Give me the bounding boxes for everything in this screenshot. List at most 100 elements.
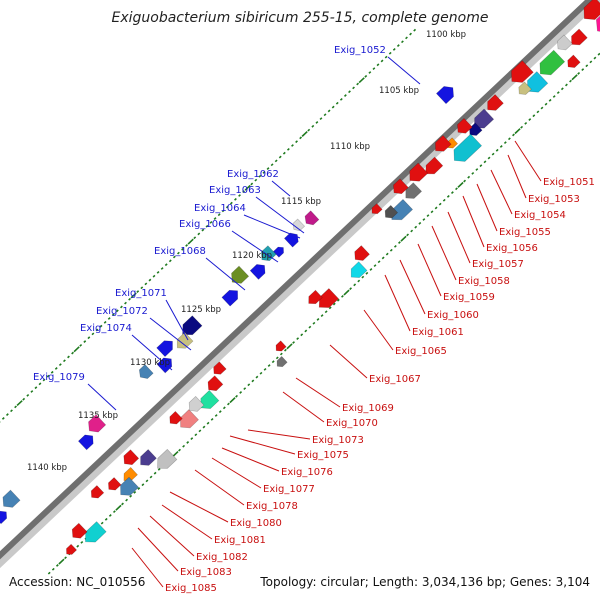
tick-mark [450,191,454,194]
gene-label-plus[interactable]: Exig_1052 [334,45,386,56]
gene-label-minus[interactable]: Exig_1073 [312,435,364,446]
gene-label-plus[interactable]: Exig_1072 [96,306,148,317]
gene-arrow [350,261,368,278]
leader-line [431,225,457,281]
gene-label-minus[interactable]: Exig_1081 [214,535,266,546]
tick-mark [365,271,369,275]
tick-mark [571,74,578,81]
tick-mark [255,375,259,379]
gene-label-minus[interactable]: Exig_1085 [165,583,217,594]
gene-arrow [140,449,157,466]
gene-label-minus[interactable]: Exig_1055 [499,227,551,238]
tick-mark [79,343,83,347]
tick-mark [349,287,353,291]
tick-mark [172,450,179,457]
tick-mark [193,236,197,240]
tick-mark [301,131,308,137]
tick-mark [409,32,412,36]
tick-mark [332,302,336,306]
gene-label-minus[interactable]: Exig_1065 [395,346,447,357]
tick-mark [160,267,164,270]
tick-mark [187,238,194,245]
gene-label-plus[interactable]: Exig_1064 [194,203,246,214]
tick-mark [22,397,26,401]
gene-label-plus[interactable]: Exig_1068 [154,246,206,257]
gene-arrow [260,245,277,262]
gene-arrow [393,178,409,195]
tick-mark [491,152,495,156]
gene-label-minus[interactable]: Exig_1051 [543,177,595,188]
tick-mark [108,514,112,517]
tick-mark [442,198,446,202]
tick-mark [361,275,365,279]
gene-label-minus[interactable]: Exig_1070 [326,418,378,429]
tick-mark [499,145,503,148]
leader-line [417,243,442,297]
tick-mark [556,91,560,95]
leader-line [329,344,368,379]
tick-mark [202,425,206,429]
tick-mark [275,356,279,360]
gene-label-plus[interactable]: Exig_1079 [33,372,85,383]
tick-mark [299,136,303,140]
gene-arrow [188,395,205,412]
gene-label-plus[interactable]: Exig_1062 [227,169,279,180]
tick-mark [296,337,300,341]
tick-mark [536,110,540,114]
tick-mark [144,282,148,286]
tick-mark [446,195,450,198]
gene-label-plus[interactable]: Exig_1071 [115,288,167,299]
tick-mark [99,324,103,328]
gene-label-minus[interactable]: Exig_1080 [230,518,282,529]
tick-mark [55,564,59,567]
tick-mark [112,510,116,514]
gene-label-minus[interactable]: Exig_1053 [528,194,580,205]
gene-label-plus[interactable]: Exig_1063 [209,185,261,196]
tick-mark [455,187,458,191]
leader-line [149,515,195,557]
leader-line [476,183,498,232]
gene-arrow [318,288,340,308]
gene-arrow [71,522,88,539]
tick-mark [286,343,293,350]
gene-arrow [457,117,473,134]
tick-mark [164,263,168,267]
tick-mark [410,229,414,233]
tick-mark [14,405,17,409]
gene-label-minus[interactable]: Exig_1067 [369,374,421,385]
gene-label-minus[interactable]: Exig_1056 [486,243,538,254]
tick-mark [64,556,67,560]
gene-label-minus[interactable]: Exig_1069 [342,403,394,414]
tick-mark [372,67,376,71]
leader-line [387,56,421,85]
leader-line [137,527,179,572]
gene-label-minus[interactable]: Exig_1060 [427,310,479,321]
tick-mark [282,151,286,155]
gene-label-minus[interactable]: Exig_1077 [263,484,315,495]
gene-label-minus[interactable]: Exig_1076 [281,467,333,478]
gene-label-minus[interactable]: Exig_1057 [472,259,524,270]
gene-label-plus[interactable]: Exig_1074 [80,323,132,334]
tick-mark [67,355,70,359]
tick-mark [47,571,51,575]
gene-label-minus[interactable]: Exig_1058 [458,276,510,287]
tick-mark [243,387,247,391]
gene-label-minus[interactable]: Exig_1082 [196,552,248,563]
leader-line [462,195,485,248]
gene-label-minus[interactable]: Exig_1078 [246,501,298,512]
tick-mark [292,341,295,344]
tick-mark [30,390,34,393]
tick-mark [422,218,426,221]
tick-mark [73,346,80,353]
tick-mark [190,437,194,440]
gene-arrow [176,331,194,349]
gene-label-minus[interactable]: Exig_1054 [514,210,566,221]
gene-label-minus[interactable]: Exig_1059 [443,292,495,303]
tick-mark [1,417,5,420]
gene-label-minus[interactable]: Exig_1075 [297,450,349,461]
gene-label-plus[interactable]: Exig_1066 [179,219,231,230]
gene-arrow [539,49,566,76]
tick-mark [291,144,294,147]
gene-label-minus[interactable]: Exig_1061 [412,327,464,338]
gene-label-minus[interactable]: Exig_1083 [180,567,232,578]
